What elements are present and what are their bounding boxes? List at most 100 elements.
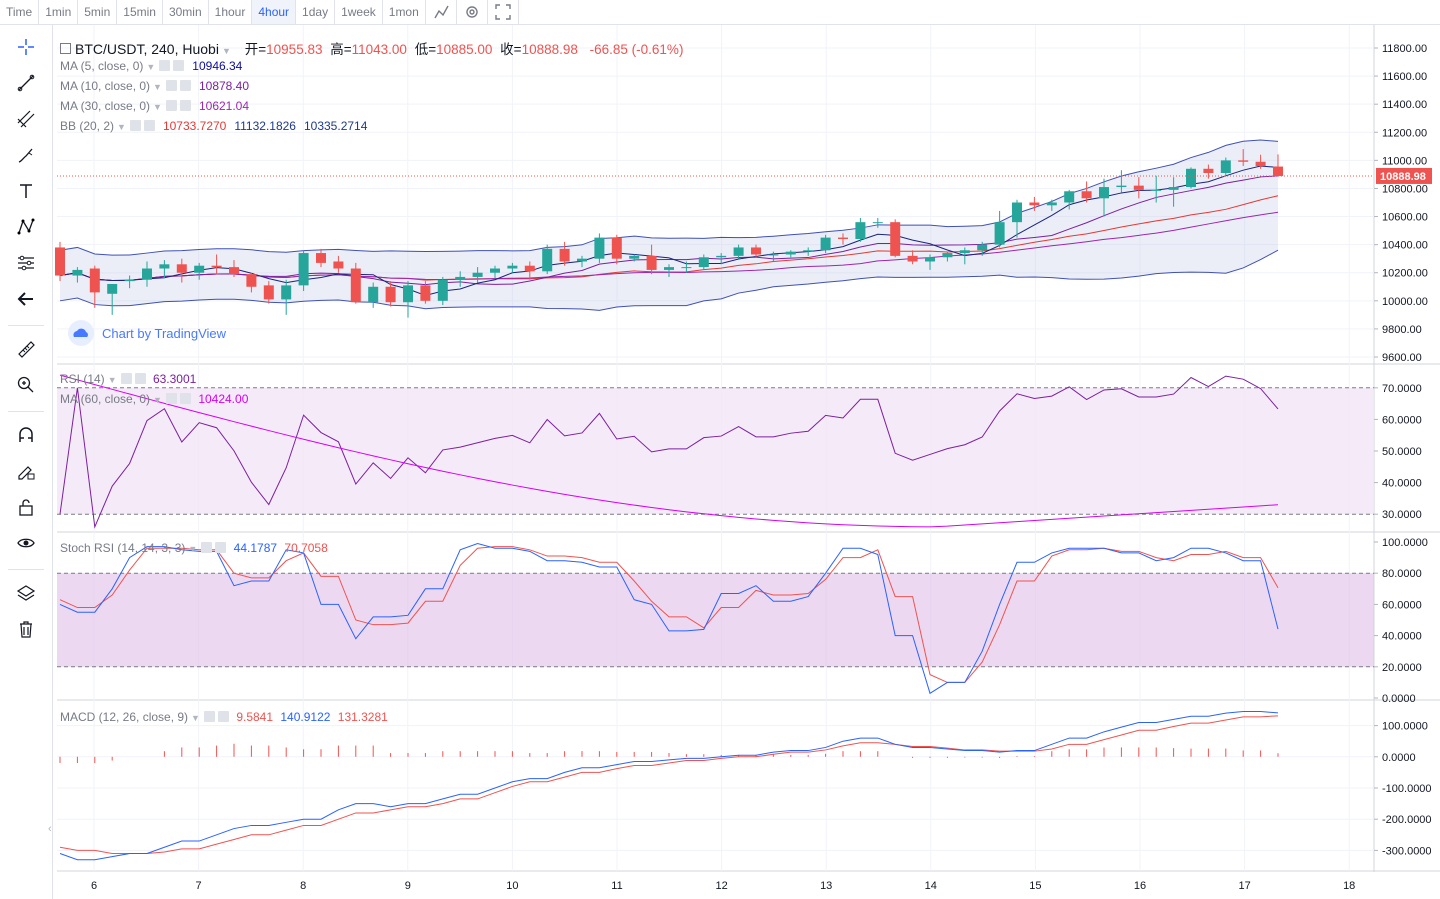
macd-close-icon[interactable] [217,711,229,722]
prediction-icon[interactable] [10,249,42,277]
stoch-tick-label: 100.0000 [1382,537,1428,549]
candle-body [1238,160,1249,162]
macd-tick-label: -100.0000 [1382,783,1432,795]
stoch-tick-label: 40.0000 [1382,631,1422,643]
candle-body [524,265,535,272]
timeframe-1hour[interactable]: 1hour [209,0,253,24]
rsi-ma-close-icon[interactable] [179,393,191,404]
price-tick-label: 11200.00 [1382,127,1427,139]
x-tick-label: 16 [1134,880,1146,892]
stoch-settings-icon[interactable] [201,542,213,553]
candle-body [1064,191,1075,203]
x-tick-label: 15 [1029,880,1041,892]
bollinger-band-fill [60,140,1278,311]
candle-body [437,279,448,301]
timeframe-1min[interactable]: 1min [39,0,79,24]
chart-type-icon[interactable] [426,0,457,24]
indicator-label: MA (10, close, 0) [60,79,151,93]
price-tick-label: 11600.00 [1382,71,1427,83]
rsi-settings-icon[interactable] [120,373,132,384]
candle-body [1186,168,1196,188]
indicator-close-icon[interactable] [179,80,191,91]
candle-body [368,286,379,303]
pattern-icon[interactable] [10,213,42,241]
main-legend: BTC/USDT, 240, Huobi ▼ 开=10955.83 高=11043… [60,38,683,58]
zoom-icon[interactable] [10,371,42,399]
candle-body [316,253,326,263]
candle-body [89,268,100,293]
candle-body [1220,160,1231,174]
stoch-label: Stoch RSI (14, 14, 3, 3) [60,541,186,555]
trend-line-icon[interactable] [10,69,42,97]
macd-signal-value: 131.3281 [337,710,388,724]
magnet-icon[interactable] [10,421,42,449]
candle-body [820,237,831,251]
open-label: 开= [244,42,267,57]
timeframe-1week[interactable]: 1week [335,0,383,24]
indicator-label: BB (20, 2) [60,119,115,133]
brush-icon[interactable] [10,141,42,169]
timeframe-1day[interactable]: 1day [296,0,336,24]
timeframe-time[interactable]: Time [0,0,40,24]
indicator-settings-icon[interactable] [165,100,177,111]
text-icon[interactable] [10,177,42,205]
candle-body [1203,168,1214,174]
stoch-close-icon[interactable] [215,542,227,553]
scroll-left-icon[interactable]: ‹ [48,823,52,835]
rsi-legend: RSI (14) ▼ 63.3001 [60,372,197,386]
pitchfork-icon[interactable] [10,105,42,133]
ma10-line [59,175,1279,286]
candle-body [611,237,622,259]
candle-body [1273,166,1283,176]
timeframe-4hour[interactable]: 4hour [252,0,297,24]
candle-body [977,244,988,251]
eye-icon[interactable] [10,529,42,557]
trash-icon[interactable] [10,615,42,643]
candle-body [142,268,152,280]
macd-settings-icon[interactable] [203,711,215,722]
indicator-close-icon[interactable] [143,120,155,131]
watermark[interactable]: Chart by TradingView [68,320,226,346]
price-tick-label: 11800.00 [1382,43,1427,55]
lock-drawing-icon[interactable] [10,457,42,485]
main-collapse-icon[interactable] [60,43,71,54]
timeframe-15min[interactable]: 15min [117,0,163,24]
indicator-settings-icon[interactable] [159,60,171,71]
candle-body [107,283,118,294]
candle-body [768,254,779,256]
candle-body [646,255,657,270]
candle-body [959,250,970,254]
bb-upper-line [59,139,1279,256]
timeframe-5min[interactable]: 5min [78,0,118,24]
candle-body [594,237,605,259]
rsi-label: RSI (14) [60,372,105,386]
indicator-close-icon[interactable] [173,60,185,71]
back-arrow-icon[interactable] [10,285,42,313]
candle-body [542,248,553,272]
macd-tick-label: 0.0000 [1382,752,1416,764]
symbol-label: BTC/USDT, 240, Huobi [75,41,219,57]
crosshair-icon[interactable] [10,33,42,61]
x-tick-label: 18 [1343,880,1355,892]
candle-body [246,274,257,287]
timeframe-1mon[interactable]: 1mon [383,0,426,24]
candle-body [1255,161,1266,166]
ruler-icon[interactable] [10,335,42,363]
x-tick-label: 10 [506,880,518,892]
price-tick-label: 10000.00 [1382,296,1428,308]
rsi-close-icon[interactable] [134,373,146,384]
drawing-tools-sidebar [0,25,53,899]
settings-icon[interactable] [457,0,488,24]
rsi-ma-settings-icon[interactable] [165,393,177,404]
layers-icon[interactable] [10,579,42,607]
indicator-settings-icon[interactable] [165,80,177,91]
candle-body [855,222,866,240]
timeframe-30min[interactable]: 30min [163,0,209,24]
candle-body [890,222,901,256]
indicator-close-icon[interactable] [179,100,191,111]
candle-body [507,265,518,269]
indicator-settings-icon[interactable] [129,120,141,131]
unlock-icon[interactable] [10,493,42,521]
fullscreen-icon[interactable] [488,0,519,24]
